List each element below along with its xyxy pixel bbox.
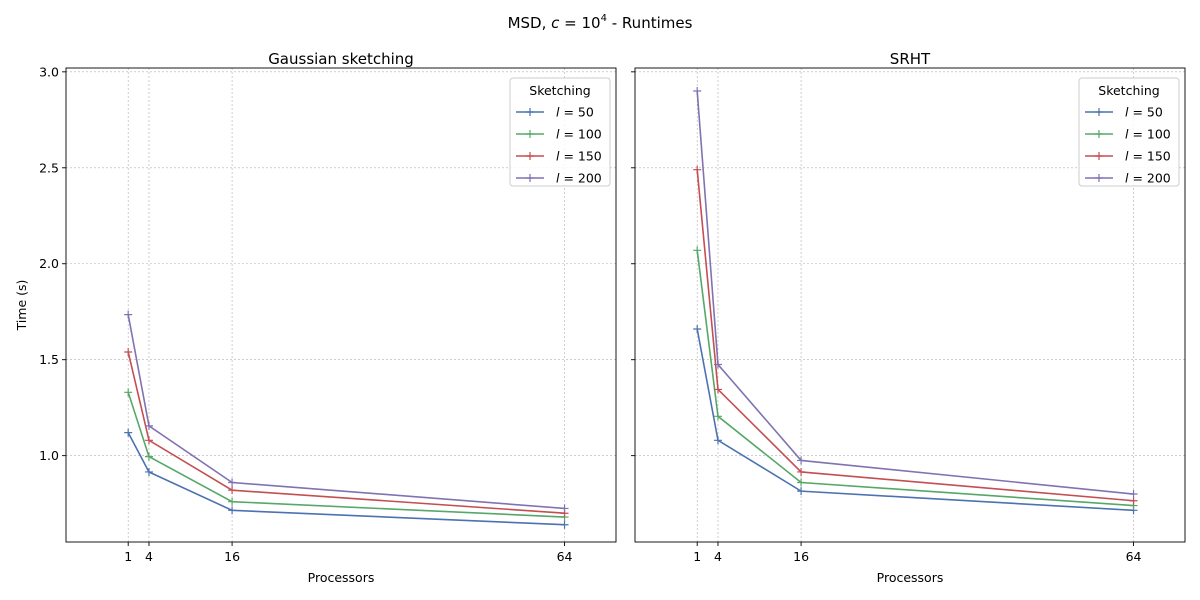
chart-1-legend-marker-l-150 [1095, 152, 1103, 160]
chart-1-legend-marker-l-100 [1095, 130, 1103, 138]
chart-0-point-l-50-64 [560, 520, 569, 529]
chart-1-legend-marker-l-200 [1095, 174, 1103, 182]
chart-0-y-tick-label-3.0: 3.0 [39, 64, 59, 79]
chart-1-axes-frame [634, 67, 1186, 543]
chart-1-title: SRHT [890, 50, 931, 68]
chart-1-point-l-200-16 [797, 456, 806, 465]
chart-0-x-tick-label-64: 64 [557, 549, 573, 564]
chart-1-point-l-100-4 [713, 412, 722, 421]
chart-0-title: Gaussian sketching [268, 50, 414, 68]
chart-1-point-l-150-1 [693, 165, 702, 174]
chart-1-legend-label-l-100: l = 100 [1125, 127, 1171, 142]
chart-1-legend-box [1078, 77, 1180, 187]
chart-1-point-l-200-64 [1129, 490, 1138, 499]
figure-title-suffix: - Runtimes [607, 14, 693, 32]
chart-1-point-l-50-1 [693, 324, 702, 333]
chart-0-legend-label-l-50: l = 50 [556, 105, 594, 120]
chart-0-x-tick-label-1: 1 [124, 549, 132, 564]
chart-1-point-l-100-16 [797, 478, 806, 487]
chart-0-axes-frame [65, 67, 617, 543]
chart-1-point-l-150-64 [1129, 496, 1138, 505]
chart-0-series-line-l-100 [127, 392, 565, 518]
chart-0-y-tick-label-1.0: 1.0 [39, 448, 59, 463]
chart-0-point-l-200-64 [560, 504, 569, 513]
chart-0-legend-box [509, 77, 611, 187]
chart-1-x-tick-label-64: 64 [1126, 549, 1142, 564]
chart-1-legend-title: Sketching [1098, 83, 1159, 98]
chart-0-y-tick-label-2.5: 2.5 [39, 160, 59, 175]
chart-1-point-l-150-16 [797, 467, 806, 476]
chart-1-point-l-50-4 [713, 436, 722, 445]
chart-0-legend-title: Sketching [529, 83, 590, 98]
chart-1-point-l-100-1 [693, 246, 702, 255]
srht-panel: 1 4 16 64 SRHT Processors Sketching l = 50 l = 1… [631, 50, 1186, 585]
chart-0-legend-marker-l-100 [526, 130, 534, 138]
chart-1-point-l-200-4 [713, 360, 722, 369]
chart-0-series-line-l-50 [127, 432, 565, 526]
chart-0-y-tick-label-1.5: 1.5 [39, 352, 59, 367]
chart-0-legend-label-l-100: l = 100 [556, 127, 602, 142]
chart-1-point-l-200-1 [693, 87, 702, 96]
chart-0-legend-marker-l-50 [526, 108, 534, 116]
chart-1-x-axis-label: Processors [877, 570, 944, 585]
chart-0-point-l-100-4 [144, 452, 153, 461]
chart-1-point-l-150-4 [713, 385, 722, 394]
chart-0-y-tick-label-2.0: 2.0 [39, 256, 59, 271]
chart-0-point-l-50-16 [228, 506, 237, 515]
chart-1-series-line-l-50 [696, 328, 1134, 512]
gaussian-sketching-panel: 1 4 16 64 1.0 1.5 2.0 2.5 3.0 Gaussian sketching P… [14, 50, 617, 585]
chart-1-x-tick-label-1: 1 [693, 549, 701, 564]
chart-0-legend-marker-l-200 [526, 174, 534, 182]
chart-0-legend-label-l-200: l = 200 [556, 171, 602, 186]
chart-0-point-l-200-16 [228, 478, 237, 487]
chart-0-point-l-200-4 [144, 421, 153, 430]
chart-0-x-axis-label: Processors [308, 570, 375, 585]
chart-1-x-tick-label-16: 16 [793, 549, 809, 564]
chart-0-series-line-l-150 [127, 351, 565, 515]
chart-0-x-tick-label-4: 4 [145, 549, 153, 564]
chart-0-point-l-50-4 [144, 467, 153, 476]
chart-0-point-l-50-1 [124, 428, 133, 437]
chart-0-point-l-150-16 [228, 486, 237, 495]
chart-1-series-line-l-150 [696, 169, 1134, 502]
chart-0-series-line-l-200 [127, 314, 565, 510]
chart-0-point-l-100-1 [124, 388, 133, 397]
chart-1-series-line-l-200 [696, 90, 1134, 495]
chart-0-legend-label-l-150: l = 150 [556, 149, 602, 164]
chart-0-point-l-200-1 [124, 310, 133, 319]
chart-1-series-line-l-100 [696, 250, 1134, 507]
chart-1-x-tick-label-4: 4 [714, 549, 722, 564]
figure-title-eq: = 10 [559, 14, 600, 32]
chart-1-legend-marker-l-50 [1095, 108, 1103, 116]
chart-1-legend-label-l-200: l = 200 [1125, 171, 1171, 186]
chart-0-point-l-150-1 [124, 348, 133, 357]
chart-0-x-tick-label-16: 16 [224, 549, 240, 564]
figure-title-prefix: MSD, [508, 14, 552, 32]
chart-1-legend: Sketching l = 50 l = 100 l = 150 l = 200 [1078, 77, 1180, 187]
chart-0-legend-marker-l-150 [526, 152, 534, 160]
figure-title: MSD, c = 104 - Runtimes [508, 13, 693, 32]
chart-1-point-l-50-16 [797, 487, 806, 496]
chart-0-point-l-100-16 [228, 497, 237, 506]
chart-0-y-axis-label: Time (s) [14, 280, 29, 332]
chart-1-legend-label-l-150: l = 150 [1125, 149, 1171, 164]
chart-1-legend-label-l-50: l = 50 [1125, 105, 1163, 120]
chart-0-legend: Sketching l = 50 l = 100 l = 150 l = 200 [509, 77, 611, 187]
figure-title-exponent: 4 [601, 13, 607, 24]
figure-title-c: c [551, 14, 560, 32]
chart-0-point-l-150-4 [144, 436, 153, 445]
